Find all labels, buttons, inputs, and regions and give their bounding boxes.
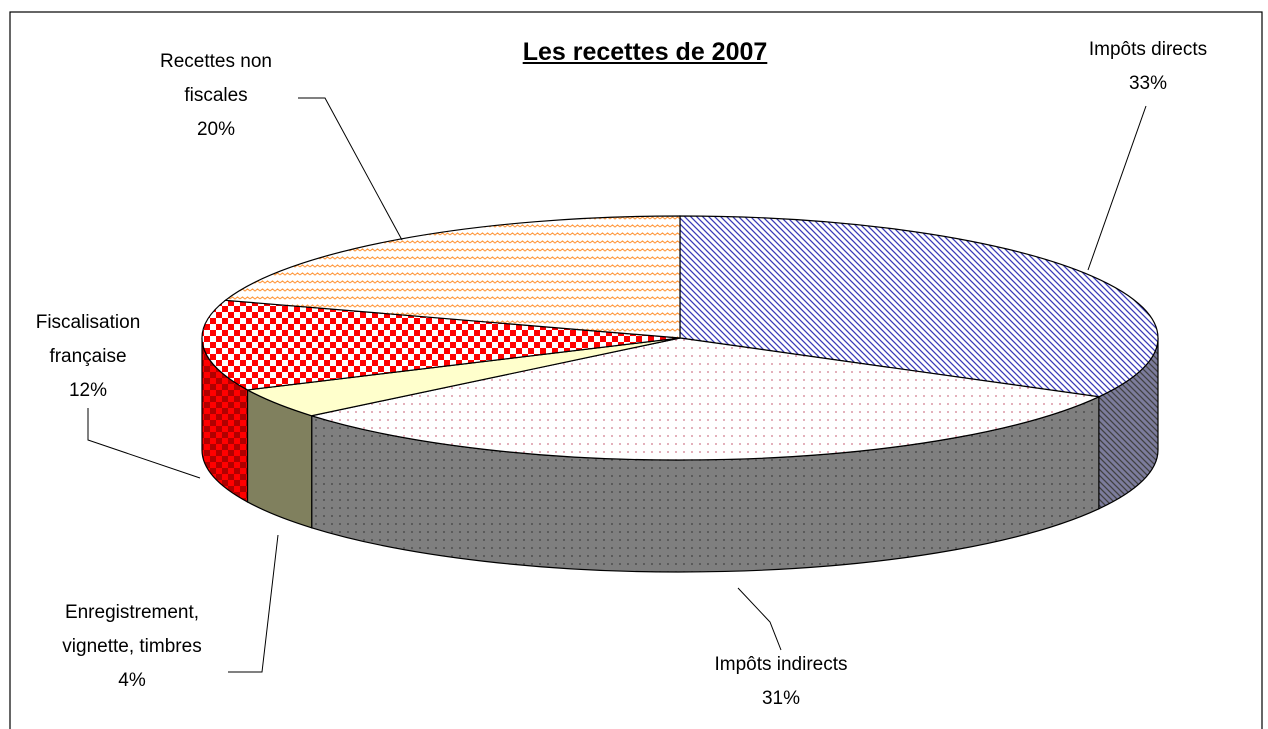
value-label: 12% xyxy=(68,380,108,401)
pie-sides xyxy=(201,337,1159,573)
category-label: Fiscalisation française xyxy=(35,312,141,367)
value-label: 31% xyxy=(761,688,801,709)
value-label: 4% xyxy=(118,670,146,691)
category-label: Impôts directs xyxy=(1088,39,1208,60)
data-label: Impôts indirects 31% xyxy=(681,648,881,716)
leader-line xyxy=(298,97,403,241)
category-label: Recettes non fiscales xyxy=(160,51,272,106)
chart-title: Les recettes de 2007 xyxy=(522,38,768,66)
pie-slice xyxy=(201,299,681,391)
category-label: Impôts indirects xyxy=(714,654,848,675)
pie-tops xyxy=(201,215,1159,461)
pie-slice xyxy=(223,215,681,339)
leader-line xyxy=(87,408,201,479)
leader-line xyxy=(228,534,279,673)
data-label: Impôts directs 33% xyxy=(1068,33,1228,101)
leader-line xyxy=(1087,105,1147,271)
leader-lines xyxy=(87,97,1147,673)
data-label: Enregistrement, vignette, timbres 4% xyxy=(32,596,232,698)
category-label: Enregistrement, vignette, timbres xyxy=(62,602,202,657)
data-label: Recettes non fiscales 20% xyxy=(146,45,286,147)
data-label: Fiscalisation française 12% xyxy=(18,306,158,408)
pie-slice xyxy=(309,337,1101,461)
value-label: 33% xyxy=(1128,73,1168,94)
chart-frame xyxy=(9,11,1263,729)
value-label: 20% xyxy=(196,119,236,140)
leader-line xyxy=(737,587,782,651)
pie-slice xyxy=(679,215,1159,398)
